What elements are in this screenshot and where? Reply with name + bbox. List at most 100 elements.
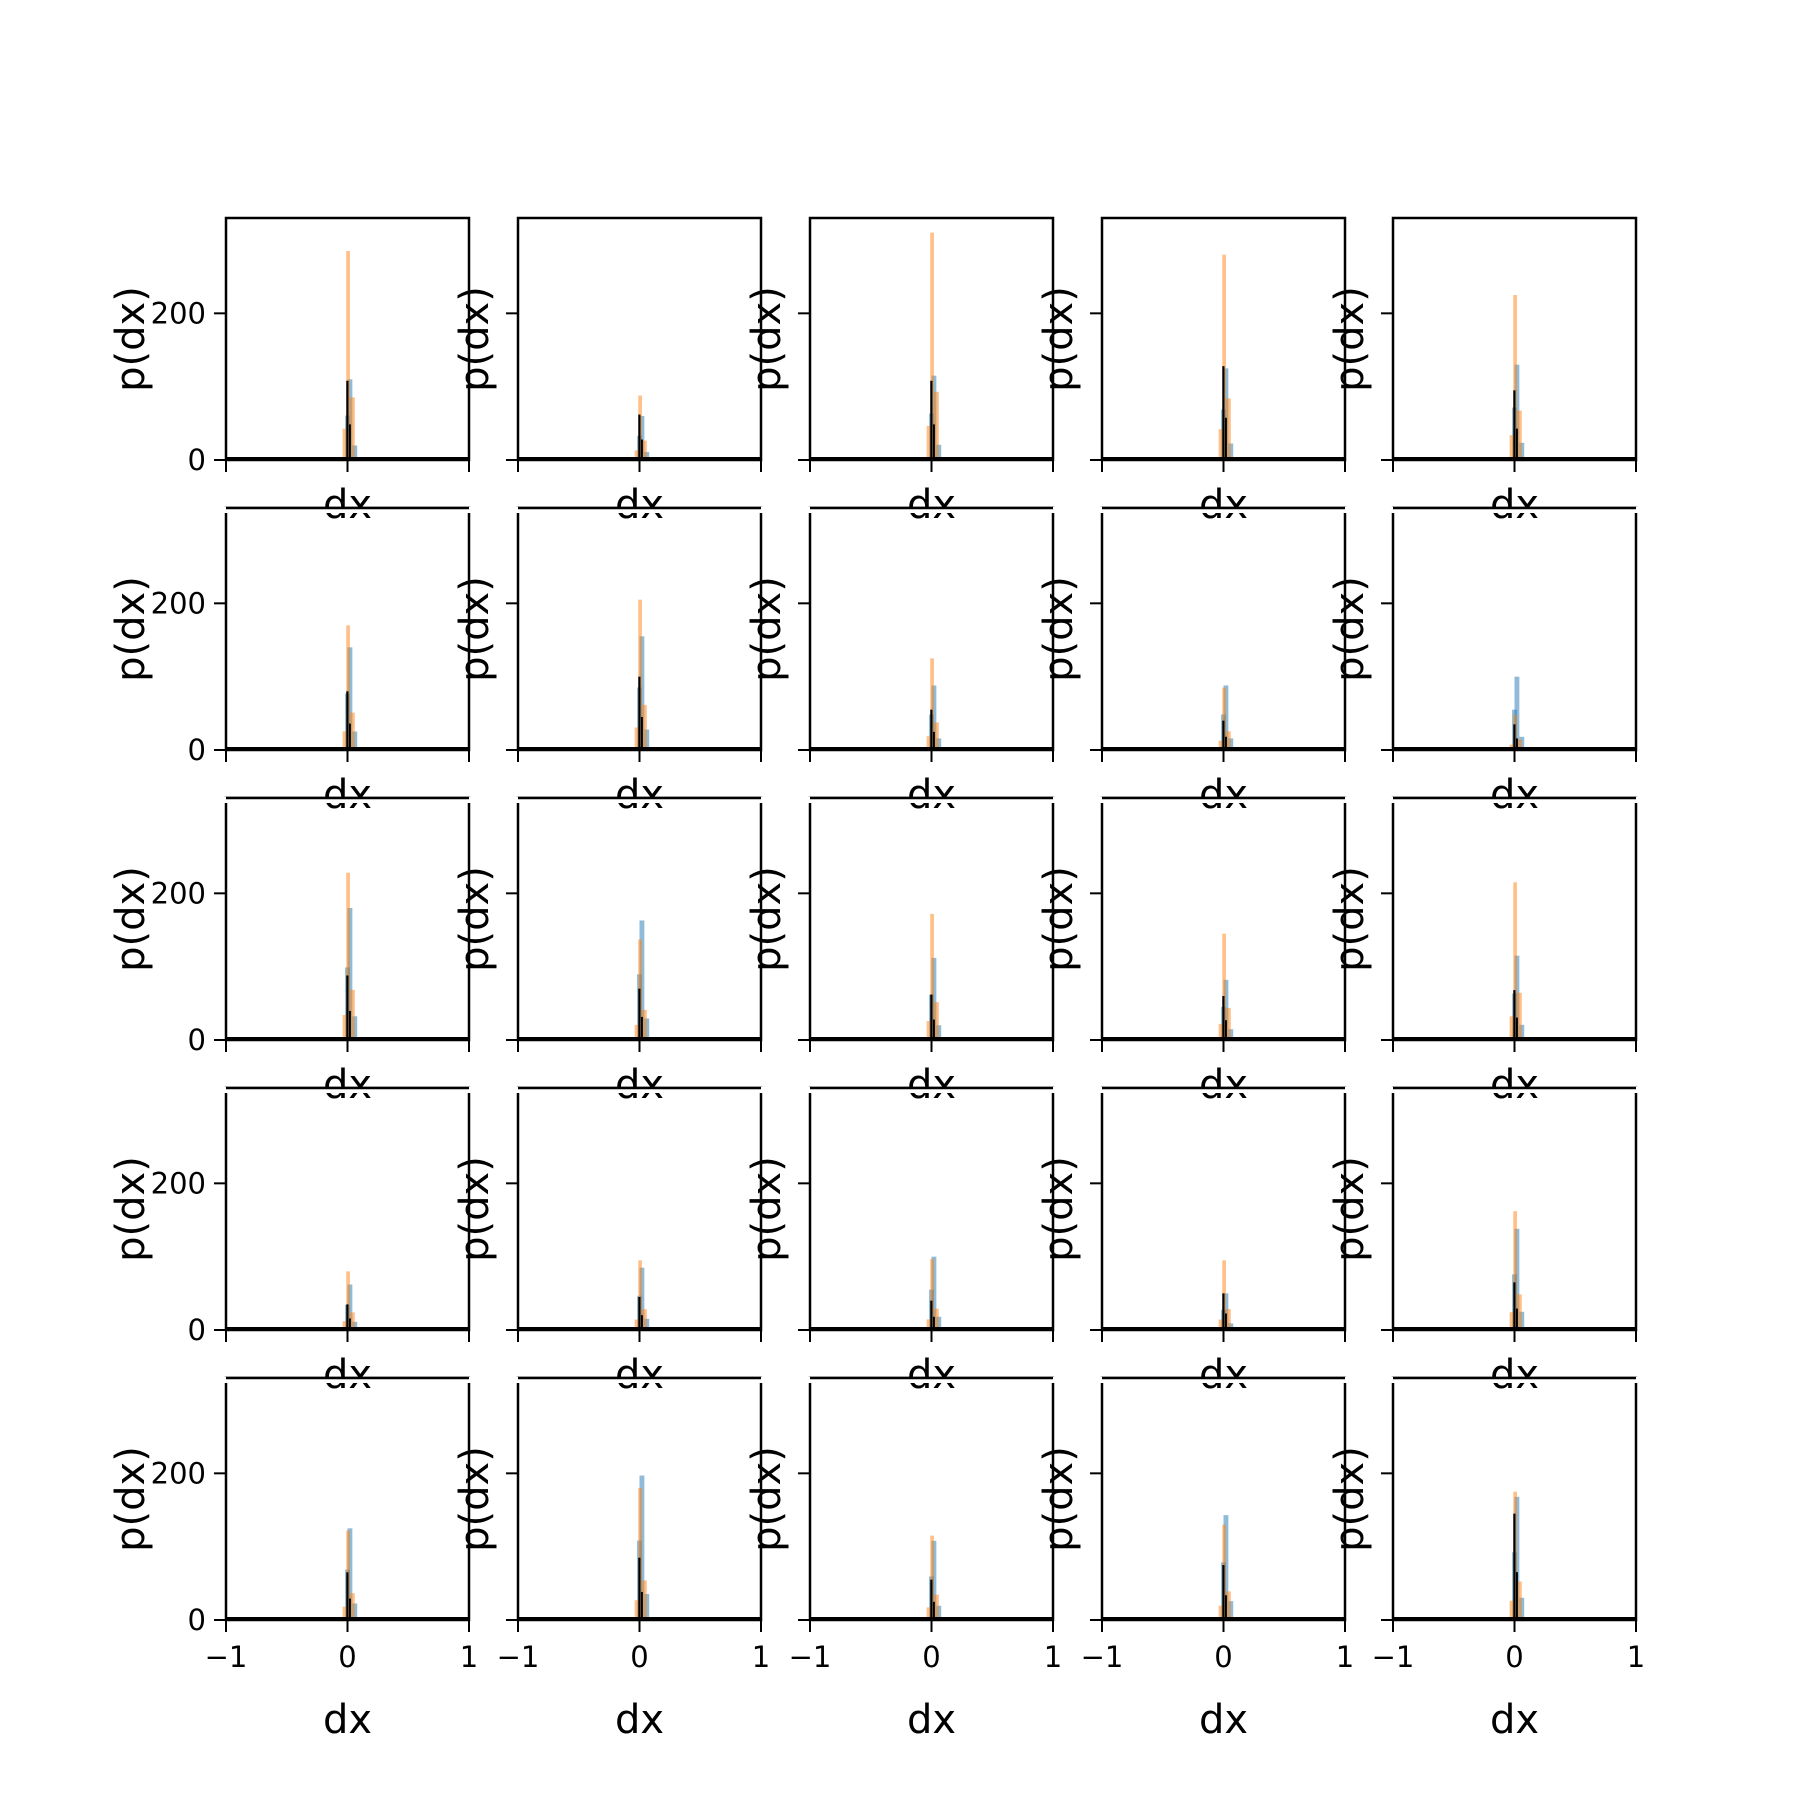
subplot-panel: dx p(dx) — [744, 216, 1055, 528]
subplot-panel: dx p(dx) — [1327, 506, 1638, 818]
histogram-bar-orange — [1513, 882, 1517, 1040]
y-tick-label: 0 — [188, 443, 206, 477]
y-tick-label: 0 — [188, 1313, 206, 1347]
label-clip-mask — [1042, 1377, 1355, 1383]
y-axis-label: p(dx) — [1036, 1156, 1082, 1262]
x-tick-label: 1 — [1336, 1640, 1354, 1674]
y-tick-label: 200 — [151, 876, 206, 910]
x-axis-label: dx — [615, 772, 664, 818]
subplot-panel: dx p(dx) — [1036, 216, 1347, 528]
histogram-bar-black — [1515, 428, 1518, 460]
label-clip-mask — [458, 507, 771, 513]
subplot-panel: dx p(dx) — [452, 216, 763, 528]
histogram-bar-black — [348, 1318, 351, 1330]
histogram-bar-orange — [1509, 435, 1515, 460]
y-axis-label: p(dx) — [1327, 866, 1373, 972]
histogram-bar-orange — [930, 913, 934, 1040]
histogram-bar-orange — [1222, 687, 1226, 750]
histogram-bar-orange — [1516, 992, 1522, 1040]
histogram-bar-orange — [346, 872, 350, 1040]
histogram-bar-black — [640, 1591, 643, 1620]
histogram-bar-orange — [926, 1021, 932, 1040]
histogram-bar-orange — [1509, 1600, 1515, 1620]
x-axis-label: dx — [323, 1352, 372, 1398]
x-tick-label: −1 — [1081, 1640, 1124, 1674]
histogram-bar-black — [930, 1579, 933, 1620]
label-clip-mask — [1042, 797, 1355, 803]
histogram-bar-black — [348, 1598, 351, 1620]
histogram-bar-orange — [930, 658, 934, 750]
histogram-bar-orange — [342, 1606, 348, 1620]
y-tick-label: 200 — [151, 1166, 206, 1200]
y-axis-label: p(dx) — [744, 866, 790, 972]
histogram-bar-black — [1513, 724, 1516, 750]
histogram-bar-orange — [1218, 1605, 1224, 1620]
x-tick-label: 0 — [630, 1640, 648, 1674]
histogram-bar-orange — [638, 1488, 642, 1620]
y-axis-label: p(dx) — [108, 1446, 154, 1552]
histogram-bar-orange — [349, 1312, 355, 1330]
histogram-bar-orange — [1218, 429, 1224, 460]
histogram-bar-black — [1224, 1313, 1227, 1330]
histogram-bar-orange — [933, 1308, 939, 1330]
x-tick-label: 1 — [752, 1640, 770, 1674]
x-axis-label: dx — [323, 482, 372, 528]
histogram-bar-orange — [342, 1321, 348, 1330]
histogram-bar-orange — [349, 989, 355, 1040]
y-tick-label: 0 — [188, 1603, 206, 1637]
histogram-bar-black — [932, 731, 935, 750]
histogram-bar-black — [1515, 738, 1518, 750]
label-clip-mask — [166, 797, 479, 803]
histogram-bar-orange — [1218, 740, 1224, 750]
x-axis-label: dx — [907, 1062, 956, 1108]
histogram-bar-orange — [641, 1009, 647, 1040]
histogram-bar-orange — [1509, 1016, 1515, 1040]
x-axis-label: dx — [1490, 1062, 1539, 1108]
histogram-bar-orange — [933, 1002, 939, 1040]
histogram-bar-black — [638, 414, 641, 460]
histogram-bar-orange — [1225, 398, 1231, 460]
histogram-bar-orange — [1516, 739, 1522, 750]
x-axis-label: dx — [907, 1697, 956, 1743]
x-tick-label: 0 — [338, 1640, 356, 1674]
histogram-bar-orange — [930, 1258, 934, 1330]
histogram-bar-black — [640, 1016, 643, 1040]
label-clip-mask — [750, 507, 1063, 513]
subplot-panel: −1 0 1 dx p(dx) — [452, 1376, 770, 1743]
x-axis-label: dx — [907, 772, 956, 818]
histogram-bar-orange — [926, 1319, 932, 1330]
histogram-bar-orange — [641, 704, 647, 750]
y-axis-label: p(dx) — [108, 1156, 154, 1262]
x-tick-label: −1 — [205, 1640, 248, 1674]
subplot-panel: dx p(dx) — [1327, 216, 1638, 528]
x-axis-label: dx — [323, 1062, 372, 1108]
x-tick-label: 0 — [1214, 1640, 1232, 1674]
histogram-bar-black — [1515, 1572, 1518, 1620]
histogram-bar-black — [1224, 417, 1227, 460]
histogram-bar-black — [1222, 1565, 1225, 1620]
histogram-bar-orange — [1516, 410, 1522, 460]
y-tick-label: 200 — [151, 296, 206, 330]
histogram-bar-black — [1222, 720, 1225, 750]
y-tick-label: 200 — [151, 586, 206, 620]
y-axis-label: p(dx) — [452, 286, 498, 392]
x-tick-label: 1 — [1044, 1640, 1062, 1674]
y-axis-label: p(dx) — [452, 1446, 498, 1552]
y-axis-label: p(dx) — [108, 866, 154, 972]
histogram-bar-black — [932, 1601, 935, 1620]
histogram-bar-black — [1515, 1308, 1518, 1330]
y-tick-label: 200 — [151, 1456, 206, 1490]
histogram-bar-orange — [346, 625, 350, 750]
x-axis-label: dx — [1199, 1062, 1248, 1108]
histogram-bar-orange — [1222, 254, 1226, 460]
histogram-bar-orange — [1513, 1211, 1517, 1330]
histogram-bar-black — [348, 723, 351, 750]
label-clip-mask — [166, 1087, 479, 1093]
y-axis-label: p(dx) — [1327, 1446, 1373, 1552]
histogram-bar-black — [932, 1316, 935, 1330]
x-tick-label: 1 — [460, 1640, 478, 1674]
histogram-bar-black — [1513, 1513, 1516, 1620]
x-tick-label: 0 — [1505, 1640, 1523, 1674]
histogram-bar-orange — [926, 736, 932, 750]
